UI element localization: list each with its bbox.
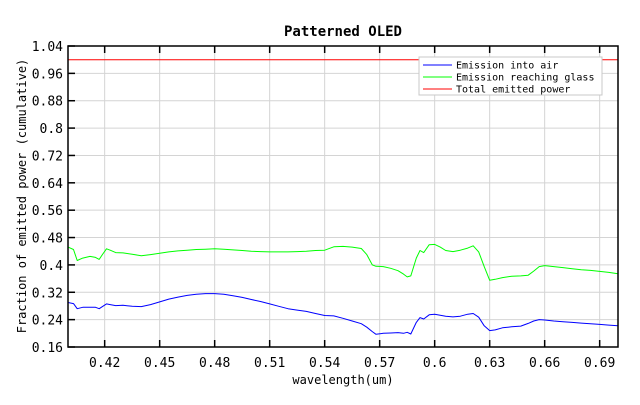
y-tick-label: 0.96	[32, 67, 63, 82]
x-tick-label: 0.6	[423, 356, 446, 371]
chart-title: Patterned OLED	[284, 24, 402, 40]
x-tick-label: 0.42	[89, 356, 120, 371]
y-tick-label: 0.64	[32, 177, 63, 192]
x-axis-label: wavelength(um)	[292, 373, 393, 387]
x-tick-label: 0.69	[584, 356, 615, 371]
legend-label: Emission reaching glass	[456, 73, 594, 84]
y-tick-label: 0.16	[32, 341, 63, 356]
y-tick-label: 0.72	[32, 149, 63, 164]
y-tick-label: 0.24	[32, 314, 63, 329]
x-tick-label: 0.48	[199, 356, 230, 371]
x-tick-label: 0.54	[309, 356, 340, 371]
x-tick-label: 0.63	[474, 356, 505, 371]
y-tick-label: 0.4	[40, 259, 64, 274]
series-line-emission-into-air	[67, 293, 619, 335]
grid-lines	[68, 46, 618, 347]
y-tick-label: 0.88	[32, 95, 63, 110]
y-axis-label: Fraction of emitted power (cumulative)	[15, 59, 29, 334]
x-axis-ticks: 0.42 0.45 0.48 0.51 0.54 0.57 0.6 0.63 0.66 0.69	[89, 46, 615, 371]
plot-area-frame	[67, 45, 619, 348]
x-tick-label: 0.57	[364, 356, 395, 371]
y-tick-label: 0.56	[32, 204, 63, 219]
series-line-emission-reaching-glass	[67, 243, 619, 281]
y-tick-label: 1.04	[32, 40, 63, 55]
x-tick-label: 0.51	[254, 356, 285, 371]
y-tick-label: 0.8	[40, 122, 63, 137]
legend-label: Emission into air	[456, 61, 558, 72]
y-tick-label: 0.32	[32, 286, 63, 301]
y-axis-ticks: 0.16 0.24 0.32 0.4 0.48 0.56 0.64 0.72 0.8 0.88 0.…	[32, 40, 75, 356]
y-tick-label: 0.48	[32, 232, 63, 247]
x-tick-label: 0.66	[529, 356, 560, 371]
legend-label: Total emitted power	[456, 85, 570, 96]
x-tick-label: 0.45	[144, 356, 175, 371]
